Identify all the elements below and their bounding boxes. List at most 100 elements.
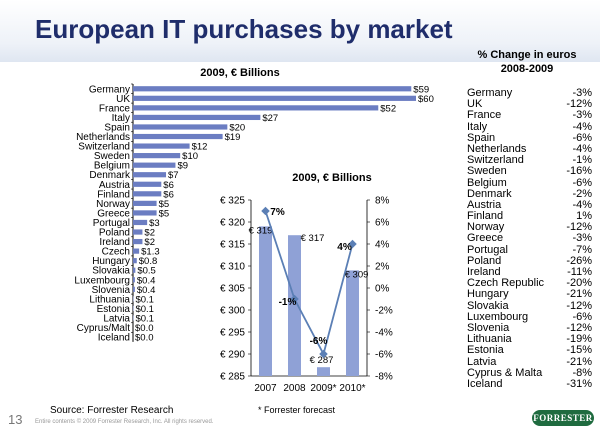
bar <box>133 133 223 140</box>
line-point <box>261 206 270 216</box>
pct-change-row: Cyprus & Malta -8% <box>467 367 592 379</box>
category-label: Lithuania <box>89 294 130 305</box>
pct-value: -12% <box>566 98 592 111</box>
left-tick-label: € 295 <box>220 328 245 339</box>
category-label: Slovakia <box>92 266 130 277</box>
pct-change-row: Belgium -6% <box>467 176 592 189</box>
bar <box>133 258 137 264</box>
pct-change-row: Greece -3% <box>467 233 592 244</box>
pct-value: -4% <box>572 198 592 211</box>
pct-change-row: Italy -4% <box>467 121 592 133</box>
line-point-label: 7% <box>270 207 285 218</box>
pct-change-row: Spain -6% <box>467 131 592 144</box>
category-label: Switzerland <box>78 142 130 153</box>
pct-country: Hungary <box>467 288 509 301</box>
pct-change-list: Germany -3% UK -12% France -3% Italy -4% Spain -6… <box>467 87 592 390</box>
bar-value-label: $27 <box>262 113 278 124</box>
bar <box>133 210 157 216</box>
pct-change-row: Sweden -16% <box>467 166 592 177</box>
right-tick-label: 6% <box>375 218 390 229</box>
pct-change-row: France -3% <box>467 110 592 121</box>
combo-bar <box>259 226 272 376</box>
pct-change-row: Finland 1% <box>467 210 592 223</box>
category-label: Germany <box>89 84 130 95</box>
pct-value: -20% <box>566 277 592 290</box>
pct-country: Sweden <box>467 165 507 178</box>
combo-chart-title: 2009, € Billions <box>292 172 372 184</box>
pct-value: -6% <box>572 131 592 144</box>
bar-value-label: $6 <box>163 180 174 191</box>
category-label: Sweden <box>94 151 130 162</box>
pct-value: -11% <box>567 266 592 278</box>
pct-change-row: Slovakia -12% <box>467 299 592 312</box>
pct-change-row: Germany -3% <box>467 87 592 99</box>
left-tick-label: € 310 <box>220 262 245 273</box>
bar <box>133 248 140 254</box>
pct-value: -16% <box>566 165 592 178</box>
pct-change-row: Switzerland -1% <box>467 154 592 166</box>
bar-value-label: $0.1 <box>135 304 154 315</box>
pct-value: -3% <box>572 232 592 245</box>
copyright-text: Entire contents © 2009 Forrester Researc… <box>35 419 214 425</box>
pct-country: Austria <box>467 198 502 211</box>
bar <box>133 219 148 226</box>
bar-value-label: $5 <box>159 208 170 219</box>
pct-change-row: Poland -26% <box>467 255 592 267</box>
left-tick-label: € 290 <box>220 350 245 361</box>
right-tick-label: -2% <box>375 306 393 317</box>
pct-country: Slovenia <box>467 321 510 334</box>
pct-change-row: UK -12% <box>467 98 592 111</box>
category-label: Slovenia <box>92 285 131 296</box>
pct-value: -31% <box>566 377 592 390</box>
category-label: France <box>99 103 131 114</box>
bar-value-label: $7 <box>168 170 179 181</box>
bar-chart-title: 2009, € Billions <box>200 67 280 79</box>
right-tick-label: -4% <box>375 328 393 339</box>
bar <box>133 86 412 92</box>
bar-value-label: $59 <box>413 84 429 95</box>
source-note: Source: Forrester Research <box>50 405 174 416</box>
right-tick-label: -8% <box>375 372 393 383</box>
combo-bar-label: € 317 <box>301 233 325 244</box>
bar <box>133 172 167 178</box>
bar-value-label: $20 <box>229 122 245 133</box>
category-label: Hungary <box>92 256 130 267</box>
pct-country: Denmark <box>467 187 512 200</box>
bar-value-label: $0.0 <box>135 333 154 344</box>
pct-change-header: % Change in euros 2008-2009 <box>462 48 592 76</box>
x-tick-label: 2009* <box>310 383 336 394</box>
pct-change-row: Lithuania -19% <box>467 333 592 345</box>
pct-change-row: Austria -4% <box>467 198 592 211</box>
bar-value-label: $10 <box>182 151 198 162</box>
category-label: Belgium <box>94 161 130 172</box>
pct-header-line2: 2008-2009 <box>500 63 554 75</box>
category-label: Cyprus/Malt <box>77 323 131 334</box>
x-tick-label: 2008 <box>283 383 306 394</box>
pct-country: Belgium <box>467 176 507 189</box>
forrester-logo: FORRESTER <box>532 410 594 426</box>
pct-value: -12% <box>566 299 592 312</box>
category-label: Austria <box>99 180 131 191</box>
category-label: Estonia <box>97 304 131 315</box>
bar-value-label: $0.4 <box>137 285 156 296</box>
category-label: Finland <box>97 189 130 200</box>
bar-value-label: $5 <box>159 199 170 210</box>
left-tick-label: € 320 <box>220 218 245 229</box>
x-tick-label: 2010* <box>339 383 365 394</box>
line-point-label: -6% <box>310 336 328 347</box>
bar-value-label: $2 <box>144 237 155 248</box>
right-tick-label: 8% <box>375 196 390 207</box>
bar <box>133 105 379 111</box>
pct-country: UK <box>467 98 483 111</box>
bar-value-label: $6 <box>163 189 174 200</box>
line-point-label: -1% <box>279 297 297 308</box>
combo-bar <box>346 270 359 376</box>
page-number: 13 <box>8 412 23 427</box>
bar <box>133 286 135 292</box>
bar-value-label: $2 <box>144 228 155 239</box>
pct-country: Finland <box>467 210 504 223</box>
pct-change-line <box>264 210 354 357</box>
line-point <box>290 294 299 304</box>
pct-change-row: Hungary -21% <box>467 289 592 300</box>
